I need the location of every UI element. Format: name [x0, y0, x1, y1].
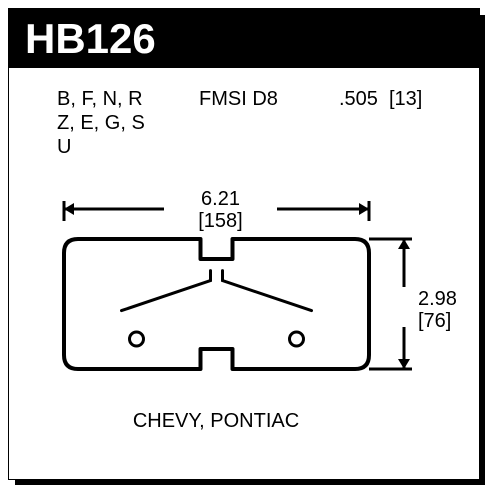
- diagram-svg: HB126 B, F, N, RZ, E, G, SU FMSI D8 .505 [13…: [9, 9, 479, 479]
- thickness-inches: .505: [339, 88, 378, 110]
- height-inches: 2.98: [418, 288, 457, 310]
- width-inches: 6.21: [201, 188, 240, 210]
- width-mm: [158]: [198, 210, 242, 232]
- compounds-line-1: B, F, N, R: [57, 88, 143, 110]
- spec-card: HB126 B, F, N, RZ, E, G, SU FMSI D8 .505 [13…: [8, 8, 480, 480]
- rivet-hole-right: [290, 332, 304, 346]
- rivet-hole-left: [130, 332, 144, 346]
- pad-vee: [122, 271, 312, 311]
- compounds-line-3: U: [57, 136, 71, 158]
- pad-outline: [64, 239, 369, 369]
- models-label: CHEVY, PONTIAC: [133, 410, 299, 432]
- part-number: HB126: [25, 15, 156, 62]
- height-mm: [76]: [418, 310, 451, 332]
- compounds-line-2: Z, E, G, S: [57, 112, 145, 134]
- thickness-mm: [13]: [389, 88, 422, 110]
- fmsi-code: FMSI D8: [199, 88, 278, 110]
